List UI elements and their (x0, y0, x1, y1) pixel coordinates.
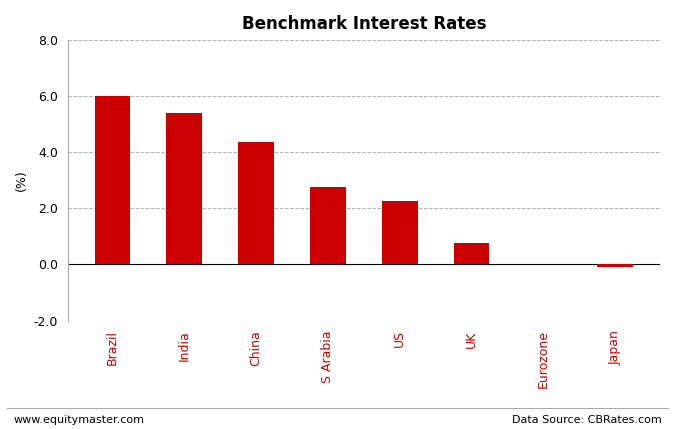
Y-axis label: (%): (%) (15, 169, 28, 191)
Bar (95, 96, 130, 264)
Title: Benchmark Interest Rates: Benchmark Interest Rates (242, 15, 486, 33)
Bar (166, 113, 202, 264)
Bar (238, 142, 274, 264)
Bar (382, 201, 418, 264)
Text: Data Source: CBRates.com: Data Source: CBRates.com (512, 415, 662, 425)
Text: www.equitymaster.com: www.equitymaster.com (14, 415, 144, 425)
Bar (454, 243, 489, 264)
Bar (310, 187, 346, 264)
Bar (597, 264, 633, 267)
